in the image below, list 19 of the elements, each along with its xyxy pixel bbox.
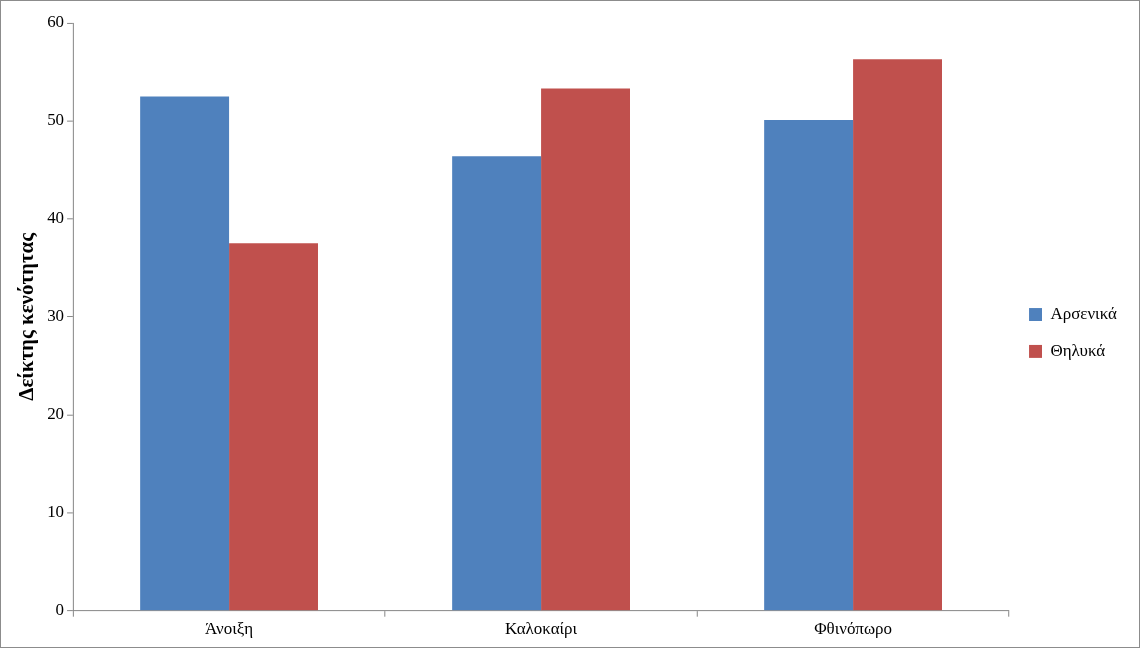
y-axis-title: Δείκτης κενότητας [13,231,38,401]
bar [229,243,318,611]
bar [140,96,230,611]
bar [853,59,942,611]
y-tick-label: 10 [47,502,65,522]
legend-label: Αρσενικά [1050,303,1118,323]
y-tick-label: 20 [47,404,65,424]
y-tick-label: 40 [47,208,65,228]
bar [541,88,630,611]
x-tick-label: Καλοκαίρι [505,619,578,639]
bar [764,119,854,611]
y-tick-label: 50 [47,110,65,130]
bar [452,156,542,611]
legend-label: Θηλυκά [1050,340,1106,360]
y-tick-label: 60 [47,12,65,32]
y-tick-label: 30 [47,306,65,326]
y-tick-label: 0 [55,600,65,620]
x-tick-label: Άνοιξη [205,619,254,639]
x-tick-label: Φθινόπωρο [814,619,893,639]
